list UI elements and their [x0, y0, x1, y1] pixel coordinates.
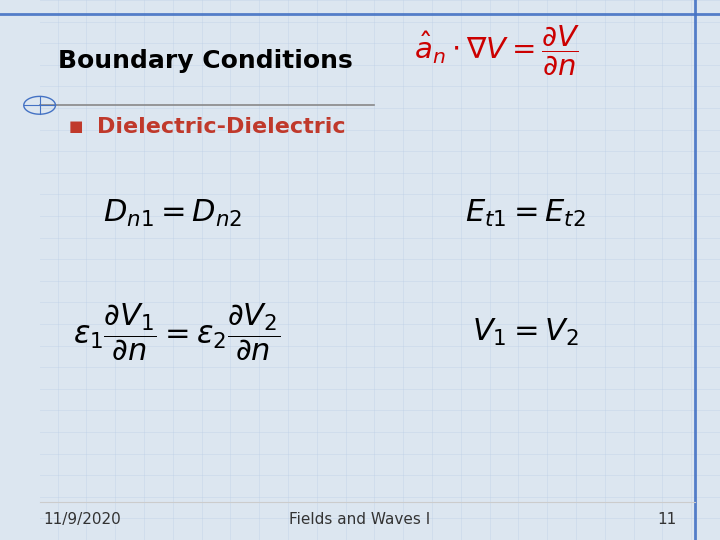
Text: $\hat{a}_n \cdot \nabla V = \dfrac{\partial V}{\partial n}$: $\hat{a}_n \cdot \nabla V = \dfrac{\part… [414, 24, 580, 78]
Text: ■: ■ [68, 119, 83, 134]
Text: Fields and Waves I: Fields and Waves I [289, 512, 431, 527]
Text: $D_{n1} = D_{n2}$: $D_{n1} = D_{n2}$ [103, 198, 243, 229]
Text: 11/9/2020: 11/9/2020 [43, 512, 121, 527]
Text: Dielectric-Dielectric: Dielectric-Dielectric [97, 117, 346, 137]
Text: 11: 11 [657, 512, 677, 527]
Text: Boundary Conditions: Boundary Conditions [58, 49, 352, 72]
Text: $V_1 = V_2$: $V_1 = V_2$ [472, 316, 579, 348]
Bar [0, 0, 40, 540]
Text: $E_{t1} = E_{t2}$: $E_{t1} = E_{t2}$ [465, 198, 586, 229]
Text: $\varepsilon_1 \dfrac{\partial V_1}{\partial n} = \varepsilon_2 \dfrac{\partial : $\varepsilon_1 \dfrac{\partial V_1}{\par… [73, 301, 280, 363]
